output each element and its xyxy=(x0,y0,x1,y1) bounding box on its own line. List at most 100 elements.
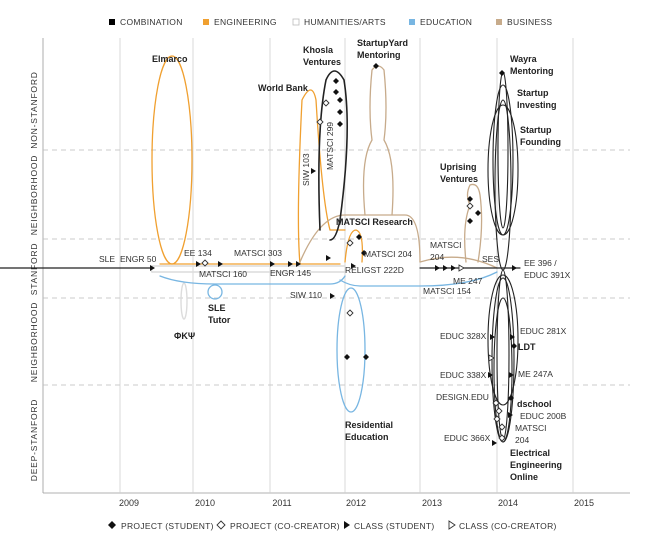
legend-label-education: EDUCATION xyxy=(420,17,472,27)
label-matsci160: MATSCI 160 xyxy=(199,269,247,279)
legend-bottom: PROJECT (STUDENT) PROJECT (CO-CREATOR) C… xyxy=(108,520,557,531)
label-elmarco: Elmarco xyxy=(152,54,188,64)
label-eeo-3: Online xyxy=(510,472,538,482)
legend-label-engineering: ENGINEERING xyxy=(214,17,277,27)
label-design-edu: DESIGN.EDU xyxy=(436,392,489,402)
label-engr145: ENGR 145 xyxy=(270,268,311,278)
label-educ281x: EDUC 281X xyxy=(520,326,567,336)
marker-class-cocreator xyxy=(458,264,465,272)
markers xyxy=(150,63,517,446)
band-labels: NON-STANFORD NEIGHBORHOOD STANFORD NEIGH… xyxy=(29,71,39,481)
legend-swatch-business xyxy=(496,19,502,25)
label-startup-founding-1: Startup xyxy=(520,125,552,135)
label-eeo-2: Engineering xyxy=(510,460,562,470)
year-label: 2010 xyxy=(195,498,215,508)
legend-project-student: PROJECT (STUDENT) xyxy=(121,521,214,531)
legend-diamond-open-icon xyxy=(216,520,226,530)
legend-swatch-combination xyxy=(109,19,115,25)
label-educ338x: EDUC 338X xyxy=(440,370,487,380)
legend-label-humanities: HUMANITIES/ARTS xyxy=(304,17,386,27)
legend-triangle-filled-icon xyxy=(344,521,350,529)
label-residential-2: Education xyxy=(345,432,389,442)
label-ee134: EE 134 xyxy=(184,248,212,258)
grid xyxy=(42,38,630,494)
label-khosla-2: Ventures xyxy=(303,57,341,67)
label-khosla-1: Khosla xyxy=(303,45,334,55)
legend-swatch-education xyxy=(409,19,415,25)
legend-project-cocreator: PROJECT (CO-CREATOR) xyxy=(230,521,340,531)
band-neighborhood-upper: NEIGHBORHOOD xyxy=(29,155,39,235)
label-wayra-2: Mentoring xyxy=(510,66,554,76)
legend-label-combination: COMBINATION xyxy=(120,17,183,27)
label-me247: ME 247 xyxy=(453,276,483,286)
label-world-bank: World Bank xyxy=(258,83,309,93)
year-label: 2015 xyxy=(574,498,594,508)
label-phi-kappa-psi: ΦΚΨ xyxy=(174,331,195,341)
year-label: 2013 xyxy=(422,498,442,508)
year-label: 2014 xyxy=(498,498,518,508)
label-ee396-2: EDUC 391X xyxy=(524,270,571,280)
year-label: 2011 xyxy=(272,498,291,508)
label-dschool: dschool xyxy=(517,399,552,409)
label-eeo-1: Electrical xyxy=(510,448,550,458)
label-siw110: SIW 110 xyxy=(290,290,322,300)
legend-label-business: BUSINESS xyxy=(507,17,552,27)
khosla-loop xyxy=(318,70,348,241)
label-me247a: ME 247A xyxy=(518,369,553,379)
marker-project-student xyxy=(344,354,350,360)
education-strand xyxy=(159,275,346,285)
label-educ200b: EDUC 200B xyxy=(520,411,567,421)
event-labels: SLE ENGR 50 Elmarco EE 134 MATSCI 160 MA… xyxy=(99,38,571,482)
year-label: 2009 xyxy=(119,498,139,508)
uprising-loop xyxy=(464,183,483,263)
label-startupyard-1: StartupYard xyxy=(357,38,408,48)
label-ldt: LDT xyxy=(518,342,536,352)
label-matsci204c-1: MATSCI xyxy=(515,423,546,433)
residential-education-loop xyxy=(336,287,366,413)
band-stanford: STANFORD xyxy=(29,243,39,296)
legend-swatch-engineering xyxy=(203,19,209,25)
label-uprising-2: Ventures xyxy=(440,174,478,184)
marker-project-cocreator xyxy=(346,239,354,247)
label-siw103: SIW 103 xyxy=(301,153,311,186)
matsci-research-loop xyxy=(344,229,364,263)
label-sle: SLE xyxy=(99,254,115,264)
label-educ366x: EDUC 366X xyxy=(444,433,491,443)
legend-class-cocreator: CLASS (CO-CREATOR) xyxy=(459,521,557,531)
label-engr50: ENGR 50 xyxy=(120,254,157,264)
label-sle-tutor-2: Tutor xyxy=(208,315,231,325)
legend-top: COMBINATION ENGINEERING HUMANITIES/ARTS … xyxy=(109,17,552,27)
startupyard-loop xyxy=(362,65,394,216)
worldbank-loop xyxy=(297,89,346,265)
label-matsci299: MATSCI 299 xyxy=(325,122,335,170)
label-ses: SES xyxy=(482,254,499,264)
label-matsci204c-2: 204 xyxy=(515,435,529,445)
phikappapsi-loop xyxy=(180,282,188,320)
band-non-stanford: NON-STANFORD xyxy=(29,71,39,148)
year-axis: 2009 2010 2011 2012 2013 2014 2015 xyxy=(119,498,594,508)
legend-triangle-open-icon xyxy=(448,520,456,530)
label-religst: RELIGST 222D xyxy=(345,265,404,275)
band-deep-stanford: DEEP-STANFORD xyxy=(29,399,39,482)
year-label: 2012 xyxy=(346,498,366,508)
label-residential-1: Residential xyxy=(345,420,393,430)
label-matsci154: MATSCI 154 xyxy=(423,286,471,296)
marker-class-student xyxy=(150,265,155,271)
band-neighborhood-lower: NEIGHBORHOOD xyxy=(29,302,39,382)
label-ee396-1: EE 396 / xyxy=(524,258,557,268)
label-matsci204: MATSCI 204 xyxy=(364,249,412,259)
label-sle-tutor-1: SLE xyxy=(208,303,226,313)
business-strand xyxy=(299,214,421,263)
elmarco-loop xyxy=(151,55,193,265)
sle-tutor-loop xyxy=(207,284,223,300)
label-startup-investing-2: Investing xyxy=(517,100,557,110)
label-matsci-research: MATSCI Research xyxy=(336,217,413,227)
label-startup-investing-1: Startup xyxy=(517,88,549,98)
legend-swatch-humanities xyxy=(292,18,300,26)
label-matsci204b-2: 204 xyxy=(430,252,444,262)
label-startupyard-2: Mentoring xyxy=(357,50,401,60)
label-wayra-1: Wayra xyxy=(510,54,538,64)
label-startup-founding-2: Founding xyxy=(520,137,561,147)
